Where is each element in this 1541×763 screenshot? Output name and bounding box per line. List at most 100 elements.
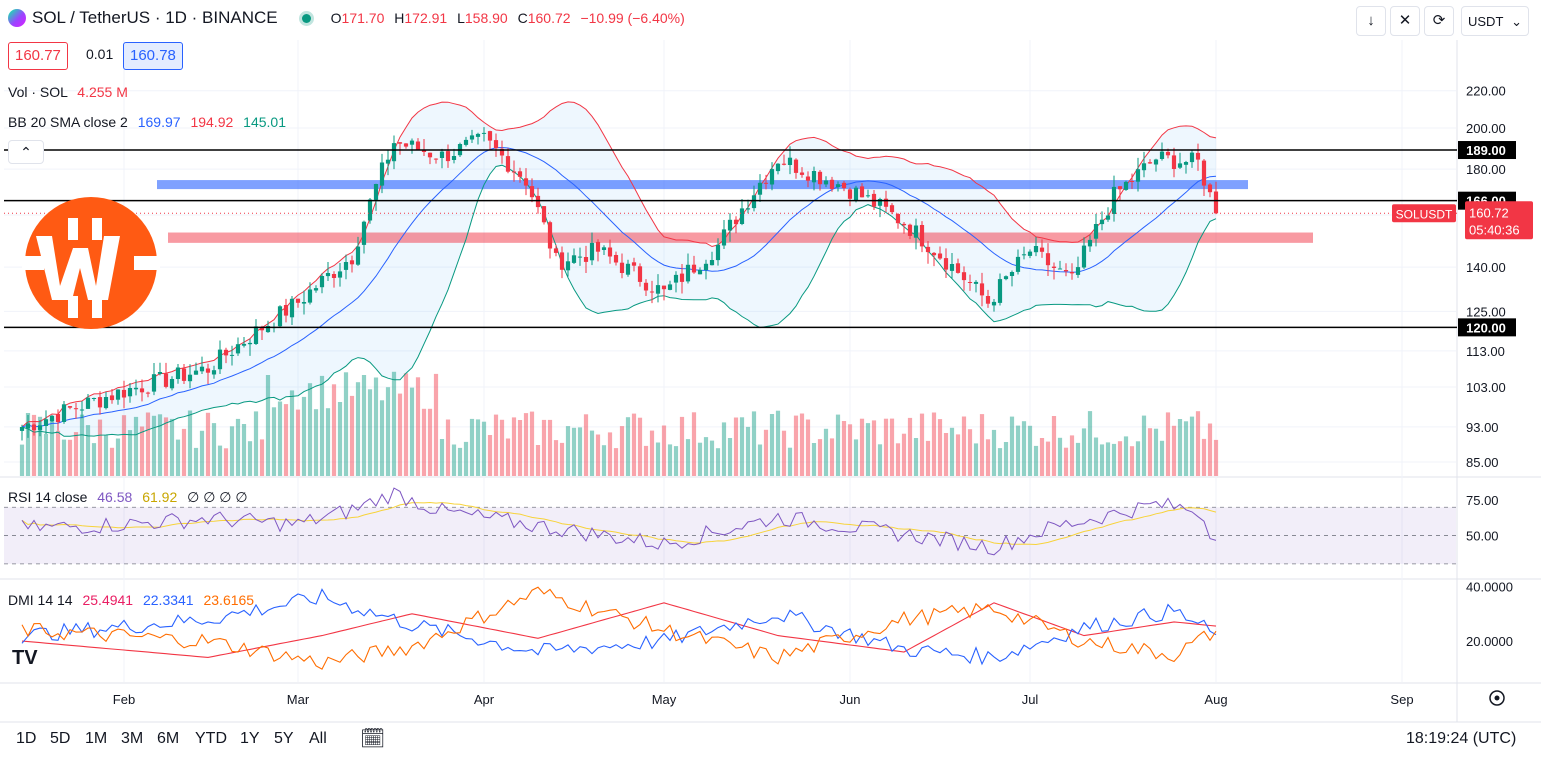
candle-body xyxy=(985,296,991,304)
resistance-zone xyxy=(157,180,1248,190)
range-6m-button[interactable]: 6M xyxy=(157,730,180,747)
range-all-button[interactable]: All xyxy=(309,730,327,747)
volume-bar xyxy=(721,422,727,476)
volume-bar xyxy=(817,439,823,476)
range-5y-button[interactable]: 5Y xyxy=(274,730,294,747)
candle-body xyxy=(109,395,115,401)
volume-bar xyxy=(1057,437,1063,476)
candle-body xyxy=(139,388,145,393)
range-3m-button[interactable]: 3M xyxy=(121,730,144,747)
candle-body xyxy=(961,272,967,281)
candle-body xyxy=(835,184,841,188)
candle-body xyxy=(811,171,817,183)
dmi-legend[interactable]: DMI 14 14 25.4941 22.3341 23.6165 xyxy=(8,592,255,608)
bollinger-legend[interactable]: BB 20 SMA close 2 169.97 194.92 145.01 xyxy=(8,114,286,130)
volume-bar xyxy=(991,429,997,476)
candle-body xyxy=(655,285,661,294)
volume-bar xyxy=(559,442,565,476)
candle-body xyxy=(559,252,565,270)
volume-bar xyxy=(355,382,361,476)
candle-body xyxy=(253,326,259,344)
candle-body xyxy=(283,305,289,316)
candle-body xyxy=(661,285,667,290)
volume-bar xyxy=(373,377,379,476)
rsi-legend[interactable]: RSI 14 close 46.58 61.92 ∅ ∅ ∅ ∅ xyxy=(8,489,248,505)
candle-body xyxy=(1147,162,1153,164)
candle-body xyxy=(1123,181,1129,190)
candle-body xyxy=(895,214,901,224)
candle-body xyxy=(289,298,295,318)
volume-bar xyxy=(769,414,775,476)
volume-bar xyxy=(415,377,421,476)
candle-body xyxy=(169,379,175,389)
candle-body xyxy=(217,349,223,370)
candle-body xyxy=(877,199,883,206)
volume-bar xyxy=(151,415,157,476)
candle-body xyxy=(775,163,781,172)
price-tick-label: 93.00 xyxy=(1466,420,1499,435)
range-1m-button[interactable]: 1M xyxy=(85,730,108,747)
settings-gear-icon-center xyxy=(1494,695,1500,701)
range-1d-button[interactable]: 1D xyxy=(16,730,37,747)
volume-bar xyxy=(43,433,49,476)
price-tick-label: 200.00 xyxy=(1466,121,1506,136)
candle-body xyxy=(343,262,349,270)
currency-select[interactable]: USDT ⌄ xyxy=(1461,6,1529,36)
range-1y-button[interactable]: 1Y xyxy=(240,730,260,747)
candle-body xyxy=(385,159,391,164)
bb-basis-value: 169.97 xyxy=(137,114,181,130)
volume-bar xyxy=(877,444,883,476)
volume-bar xyxy=(31,414,37,476)
rsi-ma-line xyxy=(21,501,1217,546)
candle-body xyxy=(85,397,91,409)
chart-header: SOL / TetherUS · 1D · BINANCE O171.70 H1… xyxy=(8,8,685,28)
buy-price-button[interactable]: 160.78 xyxy=(123,42,183,70)
volume-bar xyxy=(469,418,475,476)
calendar-range-icon[interactable]: 🗓 xyxy=(360,728,386,750)
fullscreen-button[interactable]: ✕ xyxy=(1390,6,1420,36)
volume-bar xyxy=(847,424,853,476)
candle-body xyxy=(565,261,571,271)
volume-bar xyxy=(955,434,961,476)
volume-bar xyxy=(685,439,691,476)
volume-bar xyxy=(835,414,841,476)
candle-body xyxy=(97,397,103,408)
volume-bar xyxy=(511,417,517,476)
volume-bar xyxy=(547,419,553,476)
volume-bar xyxy=(697,442,703,476)
candle-body xyxy=(415,141,421,150)
open-value: 171.70 xyxy=(341,10,385,26)
candle-body xyxy=(1207,184,1213,193)
candle-body xyxy=(439,151,445,158)
download-button[interactable]: ↓ xyxy=(1356,6,1386,36)
volume-bar xyxy=(259,439,265,476)
volume-value: 4.255 M xyxy=(77,84,128,100)
volume-legend[interactable]: Vol · SOL 4.255 M xyxy=(8,84,128,100)
volume-bar xyxy=(901,433,907,476)
symbol-title[interactable]: SOL / TetherUS · 1D · BINANCE xyxy=(32,8,278,27)
sell-price-button[interactable]: 160.77 xyxy=(8,42,68,70)
candle-body xyxy=(205,368,211,373)
candle-body xyxy=(847,189,853,199)
candle-body xyxy=(697,269,703,275)
volume-bar xyxy=(229,426,235,476)
reset-button[interactable]: ⟳ xyxy=(1424,6,1454,36)
volume-bar xyxy=(1189,416,1195,476)
candle-body xyxy=(907,224,913,236)
candle-body xyxy=(493,140,499,149)
range-ytd-button[interactable]: YTD xyxy=(195,730,227,747)
volume-bar xyxy=(859,418,865,476)
time-tick-label: Jun xyxy=(840,692,861,707)
candle-body xyxy=(1021,254,1027,256)
volume-bar xyxy=(733,417,739,476)
utc-clock[interactable]: 18:19:24 (UTC) xyxy=(1406,730,1517,747)
candle-body xyxy=(709,260,715,266)
candle-body xyxy=(355,246,361,265)
collapse-legend-button[interactable]: ⌃ xyxy=(8,140,44,164)
candle-body xyxy=(145,392,151,394)
volume-bar xyxy=(1183,421,1189,476)
volume-bar xyxy=(109,447,115,476)
range-5d-button[interactable]: 5D xyxy=(50,730,71,747)
volume-bar xyxy=(805,419,811,476)
